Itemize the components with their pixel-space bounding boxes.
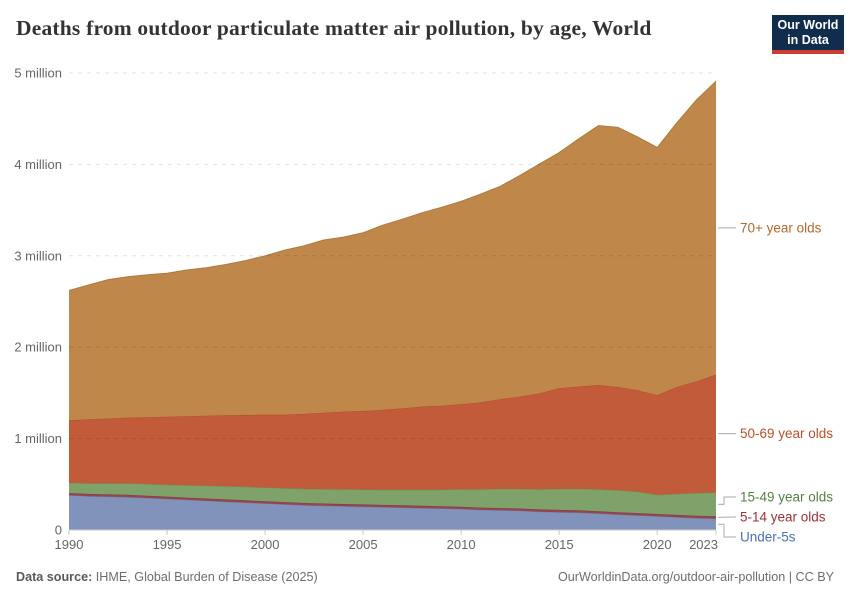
x-tick-2005: 2005 [349, 537, 378, 552]
page-title: Deaths from outdoor particulate matter a… [16, 16, 652, 40]
area-5-14[interactable] [69, 493, 716, 519]
owid-logo[interactable]: Our World in Data [772, 15, 844, 54]
area-70-plus[interactable] [69, 81, 716, 421]
legend-label-50-69[interactable]: 50-69 year olds [740, 426, 833, 441]
owid-logo-red-bar [772, 50, 844, 54]
legend-label-70-plus[interactable]: 70+ year olds [740, 220, 822, 235]
legend-label-5-14[interactable]: 5-14 year olds [740, 510, 826, 525]
legend-connector-under-5s [718, 523, 736, 538]
legend-label-15-49[interactable]: 15-49 year olds [740, 490, 833, 505]
y-tick-2-million: 2 million [14, 340, 62, 355]
area-under-5s[interactable] [69, 495, 716, 530]
area-50-69[interactable] [69, 374, 716, 495]
area-edge-70-plus [68, 80, 717, 291]
legend-connector-15-49 [718, 496, 736, 505]
area-15-49[interactable] [69, 482, 716, 517]
y-tick-1-million: 1 million [14, 431, 62, 446]
data-source-label: Data source: [16, 570, 93, 584]
y-tick-5-million: 5 million [14, 66, 62, 81]
x-tick-2000: 2000 [251, 537, 280, 552]
x-tick-2023: 2023 [689, 537, 718, 552]
x-tick-2020: 2020 [643, 537, 672, 552]
x-tick-1995: 1995 [153, 537, 182, 552]
owid-logo-text: Our World in Data [772, 15, 844, 50]
owid-logo-line2: in Data [787, 33, 829, 47]
legend-label-under-5s[interactable]: Under-5s [740, 530, 796, 545]
x-tick-2010: 2010 [447, 537, 476, 552]
attribution-link[interactable]: OurWorldinData.org/outdoor-air-pollution… [557, 570, 834, 584]
owid-logo-line1: Our World [777, 18, 839, 32]
y-tick-4-million: 4 million [14, 157, 62, 172]
data-source-value: IHME, Global Burden of Disease (2025) [92, 570, 318, 584]
y-tick-0: 0 [55, 523, 62, 538]
x-tick-2015: 2015 [545, 537, 574, 552]
data-source-note: Data source: IHME, Global Burden of Dise… [16, 570, 318, 584]
x-tick-1990: 1990 [55, 537, 84, 552]
y-tick-3-million: 3 million [14, 248, 62, 263]
